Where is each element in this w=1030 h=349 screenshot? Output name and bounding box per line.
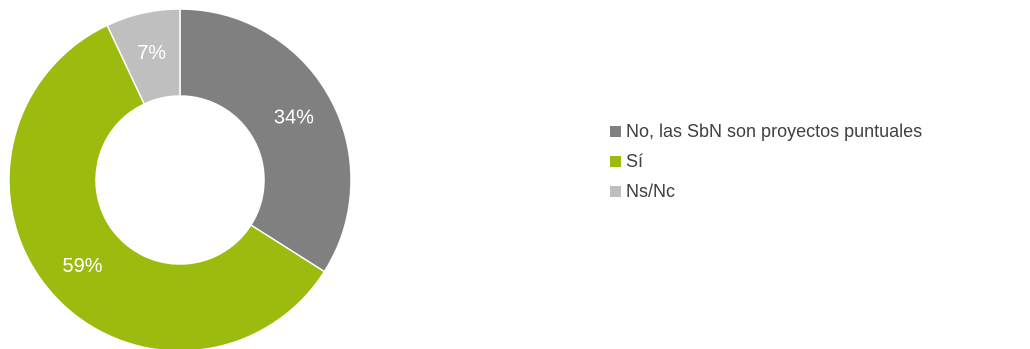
chart-slices xyxy=(8,8,352,349)
legend-swatch-1 xyxy=(610,155,621,167)
legend-label-0: No, las SbN son proyectos puntuales xyxy=(626,120,923,141)
legend-swatch-0 xyxy=(610,125,621,137)
legend-swatch-2 xyxy=(610,185,621,197)
legend-item-1: Sí xyxy=(610,151,922,171)
slice-label-2: 7% xyxy=(137,42,166,64)
legend-label-1: Sí xyxy=(626,150,644,171)
slice-0 xyxy=(179,8,352,273)
legend-label-2: Ns/Nc xyxy=(626,180,675,201)
legend-item-2: Ns/Nc xyxy=(610,181,922,201)
slice-2 xyxy=(106,8,181,105)
slice-1 xyxy=(8,24,326,349)
slice-label-0: 34% xyxy=(274,106,314,128)
chart-data-labels: 34% 59% 7% xyxy=(62,42,314,277)
legend-item-0: No, las SbN son proyectos puntuales xyxy=(610,121,922,141)
chart-legend: No, las SbN son proyectos puntuales Sí Ns/… xyxy=(610,121,922,211)
slice-label-1: 59% xyxy=(62,255,102,277)
